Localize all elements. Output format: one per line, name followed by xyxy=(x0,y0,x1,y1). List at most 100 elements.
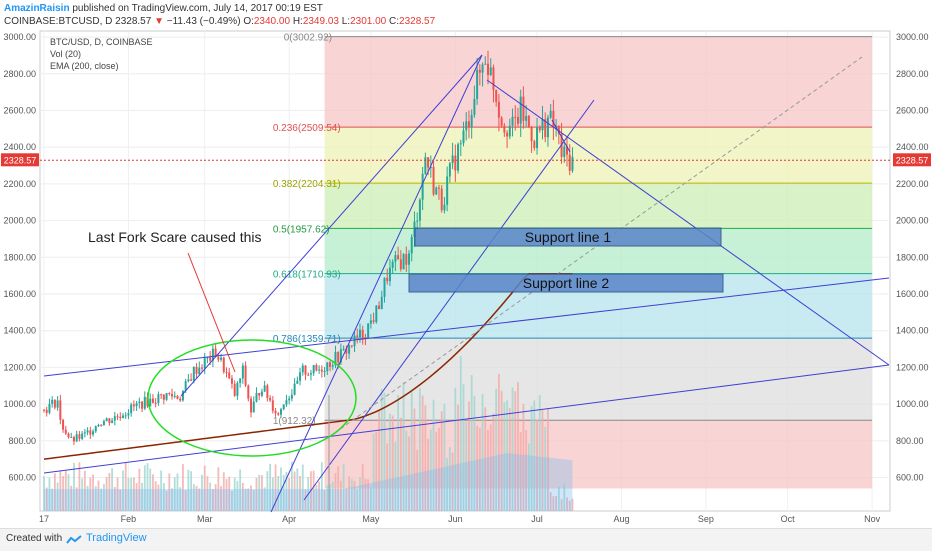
y-tick-label-right: 2800.00 xyxy=(896,69,929,79)
volume-bar xyxy=(424,405,427,511)
volume-bar xyxy=(416,449,419,511)
fib-zone xyxy=(324,183,873,229)
volume-bar xyxy=(549,492,552,511)
tradingview-brand[interactable]: TradingView xyxy=(86,532,147,544)
volume-bar xyxy=(271,477,274,511)
volume-bar xyxy=(211,489,214,511)
candle-body xyxy=(462,130,465,144)
volume-bar xyxy=(124,462,127,511)
candle-body xyxy=(260,391,263,396)
high-label: H: xyxy=(292,16,303,27)
volume-bar xyxy=(323,489,326,511)
volume-bar xyxy=(372,433,375,511)
candle-body xyxy=(557,125,560,134)
y-tick-label-left: 600.00 xyxy=(8,473,36,483)
trend-line xyxy=(43,364,890,474)
x-tick-label: Nov xyxy=(864,514,881,524)
fib-level-label: 0.618(1710.93) xyxy=(273,270,341,281)
y-tick-label-right: 600.00 xyxy=(896,473,924,483)
candle-body xyxy=(503,125,506,133)
candle-body xyxy=(451,155,454,164)
volume-bar xyxy=(108,472,111,511)
volume-bar xyxy=(48,477,51,511)
volume-bar xyxy=(122,470,124,511)
volume-bar xyxy=(168,473,171,511)
published-text: published on TradingView.com, July 14, 2… xyxy=(72,3,323,14)
volume-bar xyxy=(329,484,331,511)
y-tick-label-left: 3000.00 xyxy=(3,32,36,42)
volume-bar xyxy=(413,408,416,511)
candle-body xyxy=(326,362,329,372)
last-price-tag-text: 2328.57 xyxy=(896,155,929,165)
volume-bar xyxy=(247,488,250,511)
volume-bar xyxy=(146,463,149,511)
candle-body xyxy=(530,126,533,142)
volume-bar xyxy=(498,373,500,511)
volume-bar xyxy=(320,462,323,511)
candle-body xyxy=(288,398,291,401)
candle-body xyxy=(258,392,261,396)
price-chart[interactable]: 0(3002.92) 0.236(2509.54) 0.382(2204.31) 0.… xyxy=(0,0,932,528)
candle-body xyxy=(549,110,552,118)
volume-bar xyxy=(334,473,337,511)
y-tick-label-left: 1200.00 xyxy=(3,362,36,372)
candle-body xyxy=(388,267,391,282)
candle-body xyxy=(239,378,242,383)
volume-bar xyxy=(566,497,568,511)
candle-body xyxy=(247,385,250,399)
candle-body xyxy=(149,398,152,407)
candle-body xyxy=(536,127,539,149)
fib-zone xyxy=(324,127,873,184)
candle-body xyxy=(375,305,378,322)
volume-bar xyxy=(525,430,528,511)
candle-body xyxy=(495,89,498,102)
candle-body xyxy=(179,398,182,401)
volume-bar xyxy=(236,480,239,511)
legend-item: EMA (200, close) xyxy=(50,61,119,71)
candle-body xyxy=(320,369,323,372)
candle-body xyxy=(544,119,547,138)
volume-bar xyxy=(83,470,86,511)
fib-level-label: 1(912.32) xyxy=(273,416,316,427)
volume-bar xyxy=(152,474,154,511)
author-link[interactable]: AmazinRaisin xyxy=(4,3,70,14)
price-change: −11.43 (−0.49%) xyxy=(166,16,241,27)
candle-body xyxy=(497,101,500,118)
close-label: C: xyxy=(389,16,400,27)
candle-body xyxy=(94,426,97,432)
candle-body xyxy=(209,357,212,361)
volume-bar xyxy=(97,480,100,511)
footer-bar: Created with TradingView xyxy=(0,528,932,551)
volume-bar xyxy=(443,403,446,511)
candle-body xyxy=(470,114,473,128)
candle-body xyxy=(546,117,549,138)
volume-bar xyxy=(345,488,348,511)
y-tick-label-right: 1600.00 xyxy=(896,289,929,299)
y-tick-label-left: 1000.00 xyxy=(3,399,36,409)
candle-body xyxy=(92,431,95,435)
volume-bar xyxy=(100,488,103,511)
candle-body xyxy=(432,166,435,195)
volume-bar xyxy=(552,496,555,511)
candle-body xyxy=(244,365,247,386)
volume-bar xyxy=(206,476,209,511)
low-label: L: xyxy=(341,16,351,27)
volume-bar xyxy=(462,384,465,511)
candle-body xyxy=(255,392,258,402)
volume-bar xyxy=(282,474,285,511)
volume-bar xyxy=(184,490,187,511)
volume-bar xyxy=(489,424,492,511)
candle-body xyxy=(331,365,334,367)
volume-bar xyxy=(568,500,571,511)
volume-bar xyxy=(94,486,97,511)
volume-bar xyxy=(547,408,549,511)
volume-bar xyxy=(571,498,574,511)
close-value: 2328.57 xyxy=(399,16,436,27)
y-tick-label-right: 2200.00 xyxy=(896,179,929,189)
candle-body xyxy=(514,116,517,118)
support-line-2-box xyxy=(408,273,724,293)
candle-body xyxy=(200,367,203,369)
volume-bar xyxy=(59,471,62,511)
candle-body xyxy=(250,398,253,413)
candle-body xyxy=(364,337,367,339)
